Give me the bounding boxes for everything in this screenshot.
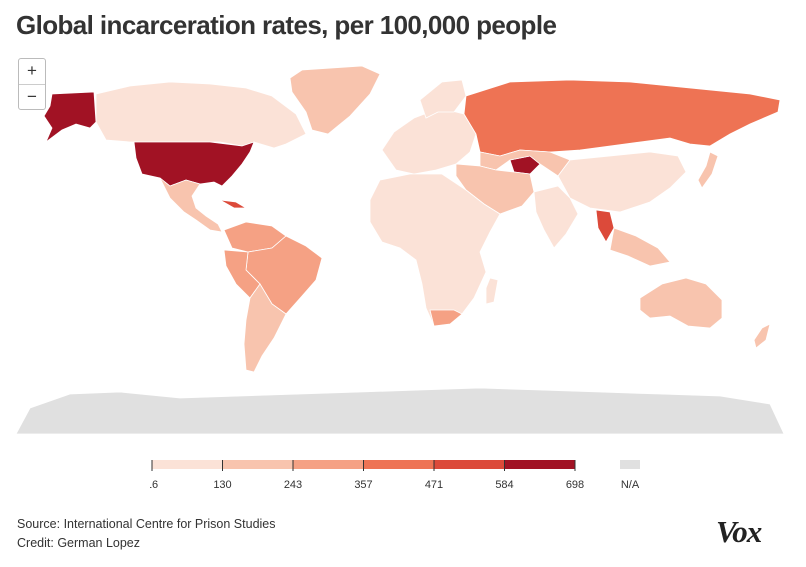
region-china[interactable] <box>557 151 687 213</box>
legend-swatch <box>363 460 434 469</box>
region-united-states[interactable] <box>133 141 255 187</box>
credit-value: German Lopez <box>57 536 140 550</box>
region-thailand[interactable] <box>595 209 615 243</box>
region-southern-cone[interactable] <box>243 283 287 373</box>
legend-tick-label: 243 <box>284 479 302 491</box>
region-south-africa[interactable] <box>429 309 463 327</box>
color-legend: 16 130 243 357 471 584 698 N/A <box>150 458 650 498</box>
legend-swatch <box>152 460 223 469</box>
legend-tick-label: 471 <box>425 479 443 491</box>
legend-tick-label: 698 <box>566 479 584 491</box>
page-title: Global incarceration rates, per 100,000 … <box>16 10 557 40</box>
source-value: International Centre for Prison Studies <box>63 517 276 531</box>
credit-label: Credit: <box>17 536 54 550</box>
region-canada[interactable] <box>95 81 307 149</box>
region-madagascar[interactable] <box>485 277 499 305</box>
credit-line: Credit: German Lopez <box>17 534 276 553</box>
legend-tick-label: 584 <box>495 479 513 491</box>
zoom-out-button[interactable]: − <box>27 87 37 106</box>
world-map-svg[interactable] <box>10 52 786 444</box>
region-india[interactable] <box>533 185 579 249</box>
footer-credits: Source: International Centre for Prison … <box>17 515 276 553</box>
legend-svg: 16 130 243 357 471 584 698 N/A <box>150 460 640 491</box>
region-australia[interactable] <box>639 277 723 329</box>
world-map[interactable] <box>10 52 786 444</box>
region-japan[interactable] <box>697 151 719 189</box>
legend-tick-label: 357 <box>354 479 372 491</box>
source-label: Source: <box>17 517 61 531</box>
legend-swatch <box>222 460 293 469</box>
region-new-zealand[interactable] <box>753 323 771 349</box>
zoom-control: + − <box>18 58 46 110</box>
region-middle-east[interactable] <box>455 163 535 215</box>
region-southeast-asia[interactable] <box>609 227 671 267</box>
region-europe[interactable] <box>381 107 477 175</box>
legend-swatch <box>293 460 364 469</box>
region-scandinavia[interactable] <box>419 79 467 119</box>
legend-swatch <box>434 460 505 469</box>
legend-na-label: N/A <box>621 479 640 491</box>
legend-tick-label: 16 <box>150 479 158 491</box>
vox-logo: Vox <box>716 514 762 549</box>
legend-tick-label: 130 <box>213 479 231 491</box>
region-mexico[interactable] <box>159 177 223 233</box>
zoom-in-button[interactable]: + <box>19 59 45 85</box>
region-russia[interactable] <box>463 79 781 157</box>
region-greenland[interactable] <box>289 65 381 135</box>
region-antarctica[interactable] <box>15 387 785 435</box>
legend-swatch <box>504 460 575 469</box>
region-cuba[interactable] <box>219 199 248 209</box>
source-line: Source: International Centre for Prison … <box>17 515 276 534</box>
region-alaska[interactable] <box>43 91 97 144</box>
legend-na-swatch <box>620 460 640 469</box>
